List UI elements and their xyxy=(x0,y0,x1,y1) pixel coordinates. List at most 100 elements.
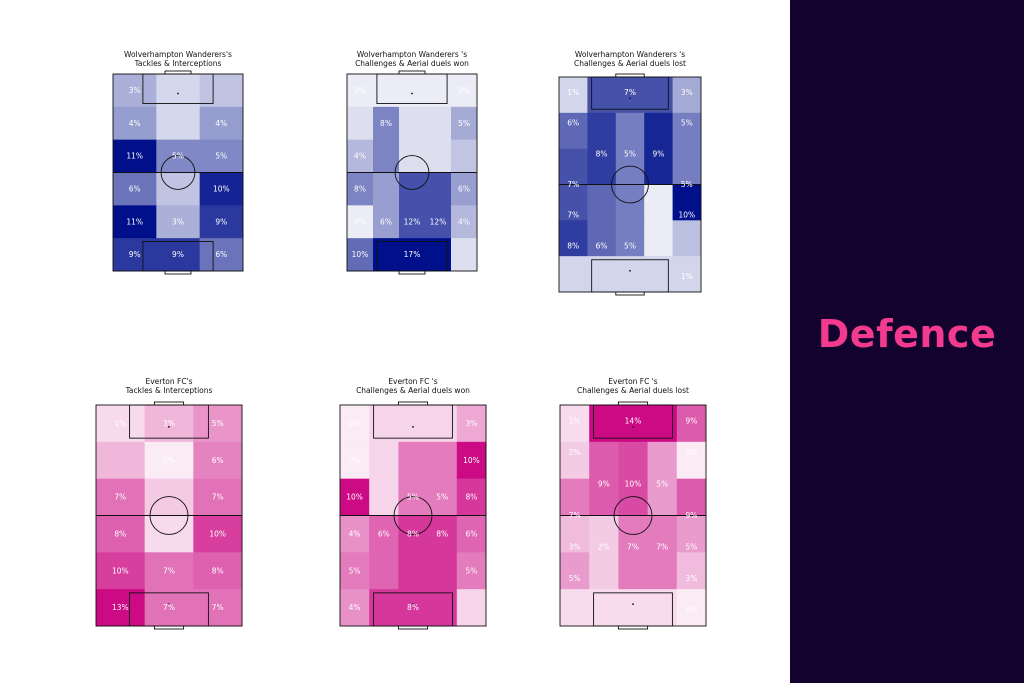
penalty-spot xyxy=(412,425,414,428)
cell-label: 12% xyxy=(404,217,421,226)
cell-label: 6% xyxy=(567,119,579,128)
heatmap-cell xyxy=(399,74,426,108)
cell-label: 9% xyxy=(172,250,184,259)
heatmap-cell xyxy=(96,552,146,590)
heatmap-cell xyxy=(587,148,617,185)
heatmap-cell xyxy=(618,589,649,627)
heatmap-cell xyxy=(647,515,678,553)
heatmap-cell xyxy=(589,589,619,627)
cell-label: 9% xyxy=(129,250,141,259)
heatmap-cell xyxy=(96,478,146,516)
heatmap-cell xyxy=(373,139,400,173)
goal-bottom xyxy=(398,270,426,275)
cell-label: 14% xyxy=(625,416,642,425)
heatmap-cell xyxy=(451,74,478,108)
heatmap-cell xyxy=(398,478,429,516)
heatmap-cell xyxy=(113,139,157,173)
heatmap-cell xyxy=(589,405,619,443)
heatmap-cell xyxy=(193,589,243,627)
heatmap-cell xyxy=(456,441,487,480)
chart-title: Wolverhampton Wanderers 's Challenges & A… xyxy=(327,50,497,68)
heatmap-cell xyxy=(676,589,707,627)
goal-top xyxy=(164,70,192,75)
cell-label: 1% xyxy=(569,416,581,425)
side-panel: Defence xyxy=(790,0,1024,683)
cell-label: 0% xyxy=(354,217,366,226)
goal-top xyxy=(615,73,645,78)
cell-label: 3% xyxy=(569,543,581,552)
cell-label: 5% xyxy=(681,180,693,189)
chart-title: Everton FC 's Challenges & Aerial duels l… xyxy=(548,377,718,395)
chart-title-line2: Challenges & Aerial duels lost xyxy=(577,386,689,395)
cell-label: 12% xyxy=(430,217,447,226)
pitch-heatmap: 0% 0% 8% 5% 4% 8% 6% 0% 6% 12% 12% 4% 10% 17% xyxy=(346,70,478,275)
chart-title-line1: Wolverhampton Wanderers's xyxy=(124,50,232,59)
heatmap-cell xyxy=(618,441,649,480)
heatmap-cell xyxy=(618,405,649,443)
heatmap-cell xyxy=(589,441,619,480)
heatmap-cell xyxy=(672,220,702,257)
cell-label: 4% xyxy=(215,119,227,128)
cell-label: 6% xyxy=(129,184,141,193)
heatmap-cell xyxy=(373,238,400,272)
heatmap-cell xyxy=(451,205,478,239)
main-area: Wolverhampton Wanderers's Tackles & Inter… xyxy=(95,50,718,630)
heatmap-cell xyxy=(615,220,645,257)
goal-top xyxy=(398,70,426,75)
cell-label: 2% xyxy=(598,543,610,552)
cell-label: 5% xyxy=(624,241,636,250)
centre-circle xyxy=(149,496,189,535)
heatmap-cell xyxy=(451,238,478,272)
cell-label: 8% xyxy=(407,603,419,612)
penalty-spot xyxy=(632,425,634,428)
penalty-spot xyxy=(168,603,170,606)
heatmap-cell xyxy=(373,106,400,141)
goal-bottom xyxy=(164,270,192,275)
heatmap-cell xyxy=(589,552,619,590)
heatmap-cell xyxy=(615,77,645,114)
cell-label: 13% xyxy=(112,603,129,612)
cell-label: 0% xyxy=(349,456,361,465)
cell-label: 7% xyxy=(114,493,126,502)
heatmap-cell xyxy=(676,478,707,516)
heatmap-cell xyxy=(587,77,617,114)
heatmap-cell xyxy=(560,515,590,553)
cell-label: 10% xyxy=(213,184,230,193)
heatmap-cell xyxy=(676,405,707,443)
goal-top xyxy=(397,401,429,406)
cell-label: 8% xyxy=(212,566,224,575)
heatmap-cell xyxy=(347,139,374,173)
cell-label: 4% xyxy=(129,119,141,128)
heatmap-cell xyxy=(199,139,244,173)
heatmap-cell xyxy=(587,184,617,221)
cell-label: 0% xyxy=(685,606,697,615)
cell-label: 5% xyxy=(212,419,224,428)
cell-label: 3% xyxy=(685,574,697,583)
cell-label: 4% xyxy=(349,603,361,612)
goal-bottom xyxy=(397,625,429,630)
cell-label: 0% xyxy=(349,419,361,428)
cell-label: 8% xyxy=(596,149,608,158)
heatmap-cell xyxy=(340,552,370,590)
heatmap-cell xyxy=(399,238,426,272)
cell-label: 5% xyxy=(681,119,693,128)
heatmap-cell xyxy=(193,478,243,516)
cell-label: 0% xyxy=(354,86,366,95)
heatmap-cell xyxy=(425,172,452,206)
cell-label: 0% xyxy=(458,86,470,95)
goal-bottom xyxy=(615,291,645,296)
heatmap-cell xyxy=(644,148,674,185)
heatmap-cell xyxy=(615,256,645,293)
heatmap-cell xyxy=(399,106,426,141)
heatmap-cell xyxy=(347,106,374,141)
cell-label: 5% xyxy=(458,119,470,128)
penalty-spot xyxy=(177,92,179,95)
heatmap-cell xyxy=(156,74,201,108)
heatmap-cell xyxy=(373,172,400,206)
heatmap-cell xyxy=(373,205,400,239)
heatmap-cell xyxy=(156,139,201,173)
heatmap-cell xyxy=(113,172,157,206)
heatmap-cell xyxy=(644,184,674,221)
heatmap-cell xyxy=(156,106,201,141)
pitch-heatmap: 1% 7% 3% 6% 5% 8% 5% 9% 7% 5% 7% 10% 8% 6% 5% 1% xyxy=(558,73,702,296)
